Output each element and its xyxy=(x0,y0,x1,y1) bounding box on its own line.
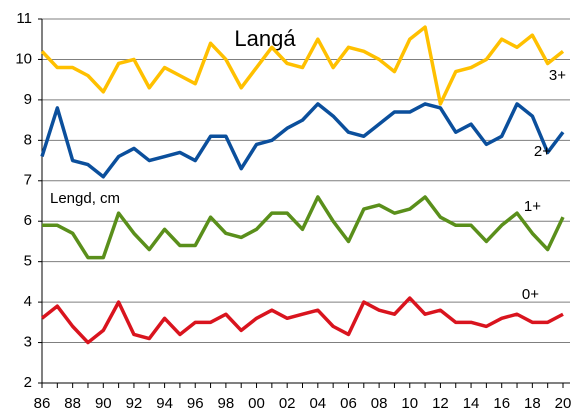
x-tick-label: 90 xyxy=(95,395,112,412)
series-line xyxy=(40,25,565,106)
y-tick-label: 2 xyxy=(24,374,32,391)
y-tick-label: 9 xyxy=(24,91,32,108)
x-tick-label: 88 xyxy=(64,395,81,412)
x-tick-label: 10 xyxy=(401,395,418,412)
annotation: Lengd, cm xyxy=(50,190,120,207)
x-tick-label: 16 xyxy=(493,395,510,412)
y-tick-label: 8 xyxy=(24,131,32,148)
series-line xyxy=(42,195,565,260)
series-line xyxy=(40,102,565,179)
y-tick-label: 3 xyxy=(24,334,32,351)
series-label: 0+ xyxy=(522,286,539,303)
x-tick-label: 92 xyxy=(126,395,143,412)
series-label: 1+ xyxy=(524,198,541,215)
x-tick-label: 02 xyxy=(279,395,296,412)
series-label: 3+ xyxy=(549,67,566,84)
y-tick-label: 7 xyxy=(24,172,32,189)
x-tick-label: 00 xyxy=(248,395,265,412)
y-tick-label: 5 xyxy=(24,253,32,270)
x-tick-label: 96 xyxy=(187,395,204,412)
y-tick-label: 11 xyxy=(16,10,32,27)
x-tick-label: 08 xyxy=(371,395,388,412)
series-label: 2+ xyxy=(534,143,551,160)
x-tick-label: 86 xyxy=(34,395,51,412)
series-line xyxy=(40,296,564,345)
x-tick-label: 06 xyxy=(340,395,357,412)
x-tick-label: 12 xyxy=(432,395,449,412)
x-tick-label: 20 xyxy=(555,395,572,412)
y-tick-label: 4 xyxy=(24,293,32,310)
x-tick-label: 18 xyxy=(524,395,541,412)
x-tick-label: 98 xyxy=(218,395,235,412)
x-tick-label: 94 xyxy=(156,395,173,412)
x-tick-label: 04 xyxy=(309,395,326,412)
y-tick-label: 10 xyxy=(15,50,32,67)
x-tick-label: 14 xyxy=(463,395,480,412)
chart-title: Langá xyxy=(234,26,296,51)
y-tick-label: 6 xyxy=(24,212,32,229)
